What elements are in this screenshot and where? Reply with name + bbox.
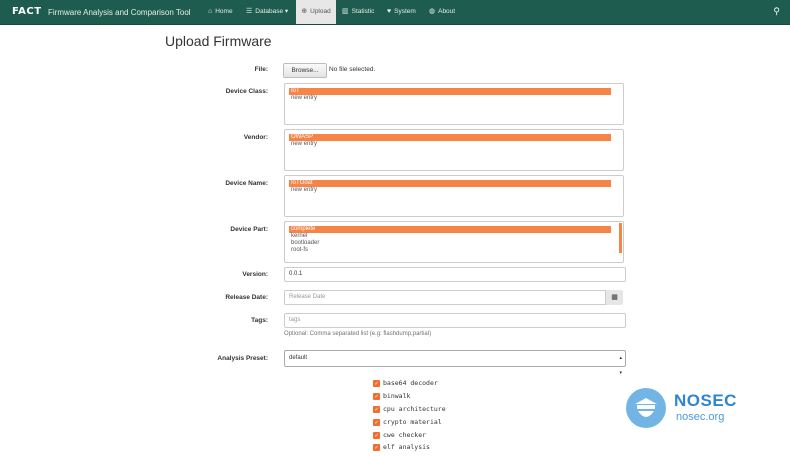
checkbox-checked-icon[interactable]: ✓ [373,443,380,451]
watermark-domain: nosec.org [676,411,725,423]
vendor-label: Vendor: [243,134,268,141]
checkbox-checked-icon[interactable]: ✓ [373,418,380,426]
browse-button[interactable]: Browse... [283,63,327,78]
fact-logo[interactable]: FACT [12,6,42,17]
nav-database[interactable]: ☰ Database ▾ [246,0,288,24]
home-icon: ⌂ [208,8,213,15]
version-input[interactable]: 0.0.1 [284,267,626,282]
version-label: Version: [242,271,268,278]
plugin-checkbox-row[interactable]: ✓ binwalk [373,392,410,403]
plugin-checkbox-row[interactable]: ✓ cwe checker [373,431,426,442]
vendor-listbox[interactable]: OWASP new entry [284,129,624,171]
bar-chart-icon: ▥ [342,8,349,15]
plugin-label: cpu architecture [383,405,446,413]
device-part-label: Device Part: [230,226,268,233]
app-title[interactable]: Firmware Analysis and Comparison Tool [48,8,191,17]
watermark-brand: NOSEC [674,391,737,410]
checkbox-checked-icon[interactable]: ✓ [373,392,380,400]
plugin-checkbox-row[interactable]: ✓ base64 decoder [373,379,438,390]
caret-down-icon: ▾ [283,8,289,15]
page-title: Upload Firmware [165,33,272,49]
release-date-label: Release Date: [225,294,268,301]
nav-statistic[interactable]: ▥ Statistic [342,0,374,24]
analysis-preset-label: Analysis Preset: [217,355,268,362]
nav-home[interactable]: ⌂ Home [208,0,233,24]
vendor-option[interactable]: new entry [291,141,318,147]
tags-help-text: Optional: Comma separated list (e.g: fla… [284,331,432,337]
nav-system[interactable]: ♥ System [387,0,416,24]
device-part-option[interactable]: kernel [291,233,308,239]
nosec-logo-icon [626,388,666,428]
device-class-option[interactable]: new entry [291,95,318,101]
device-name-label: Device Name: [225,180,268,187]
plugin-checkbox-row[interactable]: ✓ cpu architecture [373,405,446,416]
top-navbar: FACT Firmware Analysis and Comparison To… [0,0,790,25]
file-status: No file selected. [329,66,376,73]
tags-input[interactable]: tags [284,313,626,328]
tags-label: Tags: [251,317,268,324]
device-class-label: Device Class: [225,88,268,95]
plugin-label: base64 decoder [383,379,438,387]
globe-icon: ◍ [429,8,436,15]
search-icon[interactable]: ⚲ [773,6,780,16]
nav-home-label: Home [215,8,233,15]
plugin-checkbox-row[interactable]: ✓ elf analysis [373,443,430,454]
heart-icon: ♥ [387,8,392,15]
vendor-option[interactable]: OWASP [289,134,611,141]
nav-upload[interactable]: ⊕ Upload [296,0,336,24]
device-part-option[interactable]: root-fs [291,247,309,253]
release-date-input[interactable]: Release Date [284,290,607,305]
device-part-option[interactable]: bootloader [291,240,320,246]
device-name-listbox[interactable]: IoTGoat new entry [284,175,624,217]
plugin-label: binwalk [383,392,411,400]
nav-upload-label: Upload [310,8,331,15]
plugin-checkbox-row[interactable]: ✓ crypto material [373,418,442,429]
device-class-option[interactable]: IoT [289,88,611,95]
checkbox-checked-icon[interactable]: ✓ [373,379,380,387]
analysis-preset-value: default [289,355,308,361]
device-part-option[interactable]: complete [289,226,611,233]
calendar-icon[interactable]: ▦ [605,290,623,305]
nav-about[interactable]: ◍ About [429,0,455,24]
hacker-mask-icon [635,398,657,417]
checkbox-checked-icon[interactable]: ✓ [373,431,380,439]
analysis-preset-select[interactable]: default ▴ ▾ [284,350,626,376]
nav-system-label: System [394,8,416,15]
device-part-listbox[interactable]: complete kernel bootloader root-fs [284,221,624,263]
plugin-label: elf analysis [383,443,430,451]
plugin-label: crypto material [383,418,442,426]
select-arrows-icon: ▴ ▾ [619,355,622,376]
device-name-option[interactable]: new entry [291,187,318,193]
nav-database-label: Database [255,8,284,15]
nav-statistic-label: Statistic [351,8,375,15]
file-label: File: [254,66,268,73]
upload-icon: ⊕ [301,8,308,15]
list-icon: ☰ [246,8,253,15]
device-class-listbox[interactable]: IoT new entry [284,83,624,125]
plugin-label: cwe checker [383,431,427,439]
listbox-scrollbar[interactable] [619,223,622,253]
checkbox-checked-icon[interactable]: ✓ [373,405,380,413]
device-name-option[interactable]: IoTGoat [289,180,611,187]
nav-about-label: About [438,8,456,15]
